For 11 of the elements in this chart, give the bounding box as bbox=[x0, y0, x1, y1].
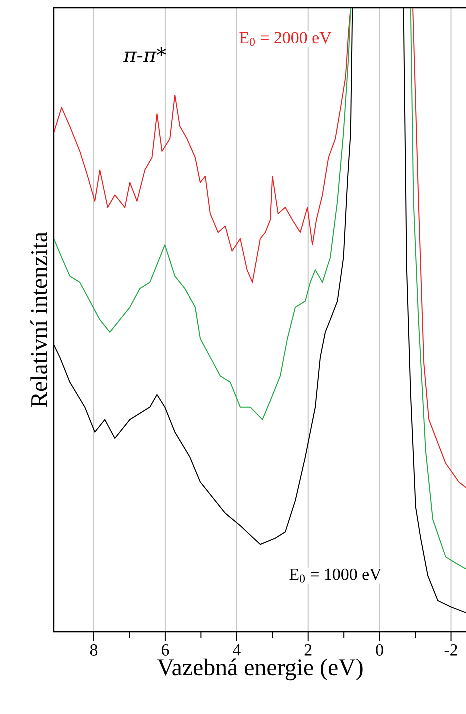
x-tick-label: 0 bbox=[376, 644, 384, 656]
series-label: E$_{0}$ = 2000 eV bbox=[240, 32, 332, 46]
series-label: E$_{0}$ = 1000 eV bbox=[290, 568, 382, 583]
annotation: π-π* bbox=[123, 47, 166, 62]
y-axis-title: Relativní intenzita bbox=[30, 232, 48, 408]
x-tick-label: 6 bbox=[162, 644, 170, 656]
x-tick-label: 2 bbox=[304, 644, 312, 656]
x-tick-label: 8 bbox=[90, 644, 98, 656]
x-tick-label: -2 bbox=[444, 644, 458, 656]
x-axis-title: Vazebná energie (eV) bbox=[157, 658, 363, 681]
x-tick-label: 4 bbox=[233, 644, 241, 656]
